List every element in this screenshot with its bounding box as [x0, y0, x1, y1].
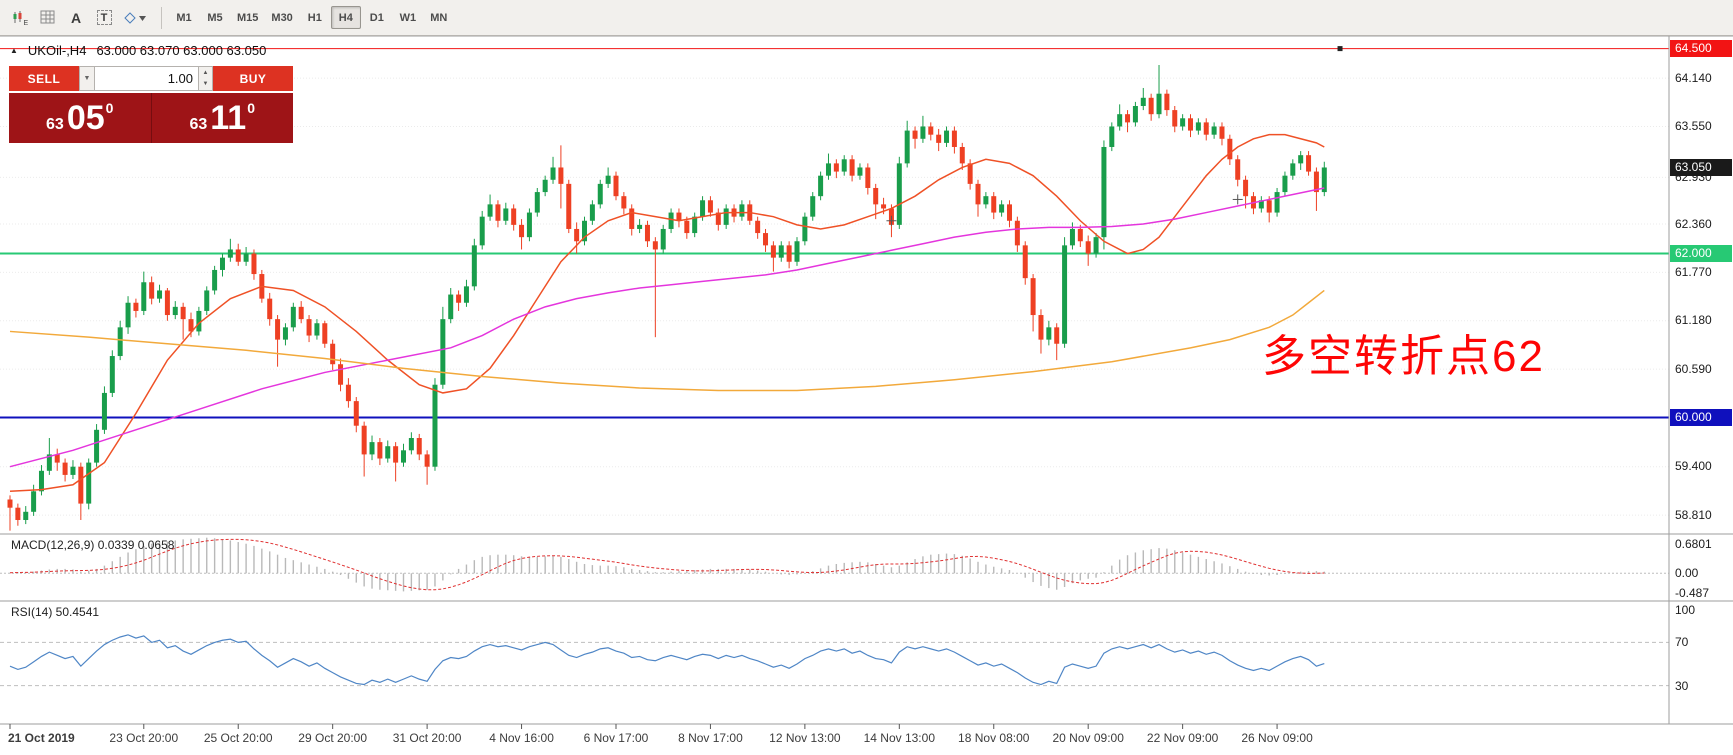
time-axis-label: 6 Nov 17:00: [583, 731, 649, 745]
timeframe-d1-button[interactable]: D1: [369, 11, 384, 24]
price-axis-box: 62.000: [1670, 245, 1732, 263]
timeframe-m15-button[interactable]: M15: [237, 11, 259, 24]
macd-axis-label: 0.00: [1675, 566, 1699, 581]
buy-price: 63 11 0: [189, 99, 256, 137]
volume-stepper[interactable]: ▲ ▼: [199, 66, 213, 91]
price-axis-label: 62.360: [1675, 216, 1712, 231]
symbol-title: UKOil-,H4: [27, 43, 87, 58]
one-click-trade-panel: SELL ▼ 1.00 ▲ ▼ BUY 63 05 0 63 11 0: [9, 66, 293, 143]
macd-label: MACD(12,26,9) 0.0339 0.0658: [11, 538, 175, 552]
bid-ask-display: 63 05 0 63 11 0: [9, 93, 293, 143]
price-axis-box: 63.050: [1670, 158, 1732, 176]
rsi-axis-label: 70: [1675, 635, 1689, 650]
time-axis-label: 21 Oct 2019: [8, 731, 75, 745]
text-tool-icon[interactable]: A: [70, 9, 82, 26]
rsi-axis-label: 100: [1675, 603, 1696, 617]
price-axis-label: 59.400: [1675, 459, 1712, 474]
timeframe-w1-button[interactable]: W1: [399, 11, 417, 24]
text-label-tool-icon[interactable]: T: [90, 5, 118, 31]
rsi-label: RSI(14) 50.4541: [11, 605, 100, 619]
volume-dropdown-button[interactable]: ▼: [79, 66, 95, 91]
time-axis-label: 26 Nov 09:00: [1241, 731, 1313, 745]
timeframe-mn-button[interactable]: MN: [430, 11, 448, 24]
time-axis-label: 23 Oct 20:00: [109, 731, 179, 745]
price-axis-box: 60.000: [1670, 409, 1732, 427]
timeframe-m30-button[interactable]: M30: [271, 11, 293, 24]
time-axis-label: 12 Nov 13:00: [769, 731, 841, 745]
macd-axis-label: 0.6801: [1675, 537, 1712, 551]
candlestick-chart-icon[interactable]: E: [6, 5, 34, 31]
price-axis-label: 64.140: [1675, 70, 1712, 85]
timeframe-h4-button[interactable]: H4: [330, 6, 361, 29]
ohlc-values: 63.000 63.070 63.000 63.050: [96, 43, 267, 58]
chart-header: ▲ UKOil-,H4 63.000 63.070 63.000 63.050: [10, 43, 266, 58]
time-axis-label: 22 Nov 09:00: [1146, 731, 1219, 745]
symbol-marker-icon: ▲: [10, 46, 18, 55]
timeframe-m5-button[interactable]: M5: [207, 11, 223, 24]
price-axis-box: 64.500: [1670, 40, 1732, 58]
rsi-axis-label: 30: [1675, 678, 1689, 693]
time-axis-label: 31 Oct 20:00: [392, 731, 462, 745]
price-axis-label: 61.180: [1675, 313, 1712, 328]
macd-axis-label: -0.487: [1675, 586, 1710, 600]
time-axis-label: 8 Nov 17:00: [678, 731, 743, 745]
svg-text:E: E: [23, 20, 28, 26]
toolbar: E A T M1 M5 M15 M30 H1 H4 D1 W1: [0, 0, 1733, 36]
price-axis-label: 61.770: [1675, 264, 1712, 279]
buy-button[interactable]: BUY: [213, 66, 293, 91]
volume-input[interactable]: 1.00: [95, 66, 199, 91]
volume-down-icon[interactable]: ▼: [202, 81, 209, 88]
toolbar-separator: [161, 6, 162, 29]
grid-window-icon[interactable]: [34, 5, 62, 31]
volume-up-icon[interactable]: ▲: [202, 69, 209, 76]
price-axis-label: 60.590: [1675, 361, 1712, 376]
time-axis-label: 25 Oct 20:00: [203, 731, 273, 745]
time-axis-label: 20 Nov 09:00: [1052, 731, 1124, 745]
timeframe-m1-button[interactable]: M1: [176, 11, 192, 24]
time-axis-label: 14 Nov 13:00: [863, 731, 935, 745]
sell-button[interactable]: SELL: [9, 66, 79, 91]
time-axis-label: 4 Nov 16:00: [489, 731, 554, 745]
chart-annotation-text[interactable]: 多空转折点62: [1262, 332, 1545, 381]
price-axis-label: 58.810: [1675, 507, 1712, 522]
time-axis-label: 18 Nov 08:00: [958, 731, 1030, 745]
timeframe-h1-button[interactable]: H1: [307, 11, 322, 24]
arrows-dropdown-icon[interactable]: [118, 5, 154, 31]
sell-price: 63 05 0: [9, 93, 152, 143]
time-axis-label: 29 Oct 20:00: [298, 731, 368, 745]
price-axis-label: 63.550: [1675, 118, 1712, 133]
